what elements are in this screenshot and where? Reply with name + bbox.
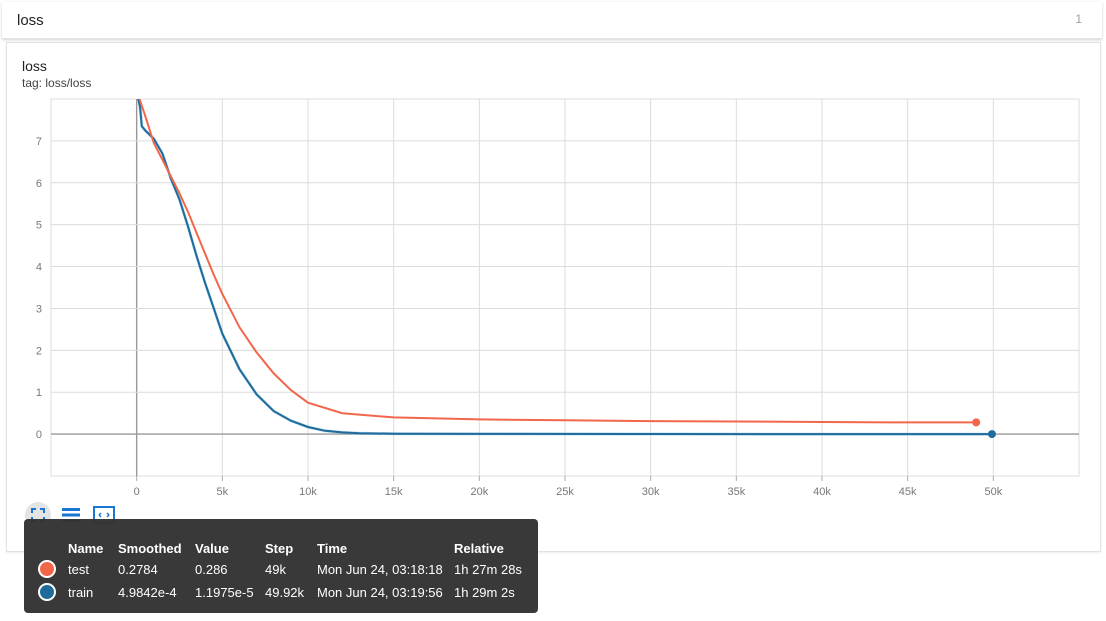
- series-swatch-test: [38, 560, 56, 578]
- series-endpoint-train: [987, 430, 996, 439]
- card-title: loss: [17, 12, 44, 29]
- x-tick-label: 50k: [984, 486, 1002, 498]
- chart-title: loss: [22, 58, 47, 74]
- chart-card: [6, 42, 1101, 552]
- x-tick-label: 25k: [556, 486, 574, 498]
- y-tick-label: 4: [36, 262, 42, 274]
- x-tick-label: 0: [134, 486, 140, 498]
- x-tick-label: 35k: [727, 486, 745, 498]
- col-name: Name: [68, 541, 104, 556]
- y-tick-label: 2: [36, 345, 42, 357]
- row-time: Mon Jun 24, 03:19:56: [317, 585, 443, 600]
- row-smoothed: 0.2784: [118, 562, 158, 577]
- x-tick-label: 45k: [899, 486, 917, 498]
- row-value: 0.286: [195, 562, 228, 577]
- y-tick-label: 3: [36, 303, 42, 315]
- fit-domain-icon: [31, 508, 45, 522]
- col-relative: Relative: [454, 541, 504, 556]
- x-tick-label: 30k: [642, 486, 660, 498]
- row-smoothed: 4.9842e-4: [118, 585, 177, 600]
- y-tick-label: 0: [36, 429, 42, 441]
- series-line-train: [137, 99, 992, 436]
- y-tick-label: 6: [36, 178, 42, 190]
- row-step: 49.92k: [265, 585, 305, 600]
- row-value: 1.1975e-5: [195, 585, 254, 600]
- col-step: Step: [265, 541, 294, 556]
- series-endpoint-test: [972, 418, 981, 427]
- row-relative: 1h 29m 2s: [454, 585, 515, 600]
- row-name: train: [68, 585, 94, 600]
- x-tick-label: 20k: [470, 486, 488, 498]
- col-smoothed: Smoothed: [118, 541, 182, 556]
- chart-tag: tag: loss/loss: [22, 76, 92, 90]
- y-tick-label: 1: [36, 387, 42, 399]
- card-count: 1: [1075, 12, 1082, 26]
- card-header[interactable]: loss 1: [2, 2, 1102, 39]
- series-line-test: [138, 99, 977, 424]
- y-tick-label: 7: [36, 136, 42, 148]
- x-tick-label: 10k: [299, 486, 317, 498]
- tooltip-panel: Name Smoothed Value Step Time Relative t…: [24, 519, 538, 613]
- x-tick-label: 15k: [385, 486, 403, 498]
- row-step: 49k: [265, 562, 286, 577]
- row-name: test: [68, 562, 89, 577]
- series-swatch-train: [38, 583, 56, 601]
- series-line-train-raw: [136, 99, 992, 436]
- row-relative: 1h 27m 28s: [454, 562, 522, 577]
- col-time: Time: [317, 541, 348, 556]
- x-tick-label: 5k: [217, 486, 229, 498]
- y-tick-label: 5: [36, 220, 42, 232]
- row-time: Mon Jun 24, 03:18:18: [317, 562, 443, 577]
- x-tick-label: 40k: [813, 486, 831, 498]
- col-value: Value: [195, 541, 229, 556]
